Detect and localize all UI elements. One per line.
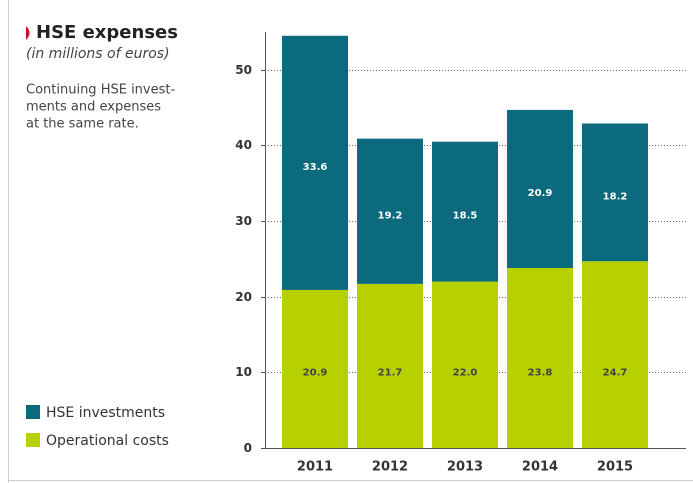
title-marker xyxy=(26,26,30,40)
y-tick-label: 30 xyxy=(235,214,252,228)
x-tick-label: 2015 xyxy=(597,460,633,475)
value-label: 18.5 xyxy=(453,211,478,222)
bar-segment xyxy=(357,138,423,284)
y-tick-label: 40 xyxy=(235,138,252,152)
legend-swatch xyxy=(26,433,40,447)
bar-segment xyxy=(582,261,648,448)
bar-segment xyxy=(507,267,573,448)
description-line: Continuing HSE invest- xyxy=(26,83,175,98)
y-tick-label: 10 xyxy=(235,365,252,379)
legend-swatch xyxy=(26,405,40,419)
bar-segment xyxy=(432,141,498,282)
value-label: 19.2 xyxy=(378,210,403,221)
value-label: 23.8 xyxy=(528,367,553,378)
value-label: 20.9 xyxy=(303,367,328,378)
bar-segment xyxy=(507,109,573,268)
y-tick-label: 20 xyxy=(235,290,252,304)
y-tick-label: 0 xyxy=(244,441,252,455)
chart-title: HSE expenses xyxy=(36,22,178,43)
x-tick-label: 2011 xyxy=(297,460,333,475)
value-label: 21.7 xyxy=(378,367,403,378)
value-label: 33.6 xyxy=(303,162,328,173)
bar-segment xyxy=(282,35,348,290)
x-tick-label: 2014 xyxy=(522,460,558,475)
value-label: 22.0 xyxy=(453,367,478,378)
value-label: 18.2 xyxy=(603,191,628,202)
legend-label: HSE investments xyxy=(46,405,165,421)
bar-segment xyxy=(357,283,423,448)
value-label: 24.7 xyxy=(603,367,628,378)
description-line: at the same rate. xyxy=(26,117,139,132)
y-tick-label: 50 xyxy=(235,63,252,77)
bar-segment xyxy=(282,289,348,448)
bar-segment xyxy=(432,281,498,448)
value-label: 20.9 xyxy=(528,188,553,199)
x-tick-label: 2013 xyxy=(447,460,483,475)
legend-label: Operational costs xyxy=(46,433,169,449)
description-line: ments and expenses xyxy=(26,100,161,115)
chart-subtitle: (in millions of euros) xyxy=(26,46,170,62)
x-tick-label: 2012 xyxy=(372,460,408,475)
bar-segment xyxy=(582,123,648,262)
